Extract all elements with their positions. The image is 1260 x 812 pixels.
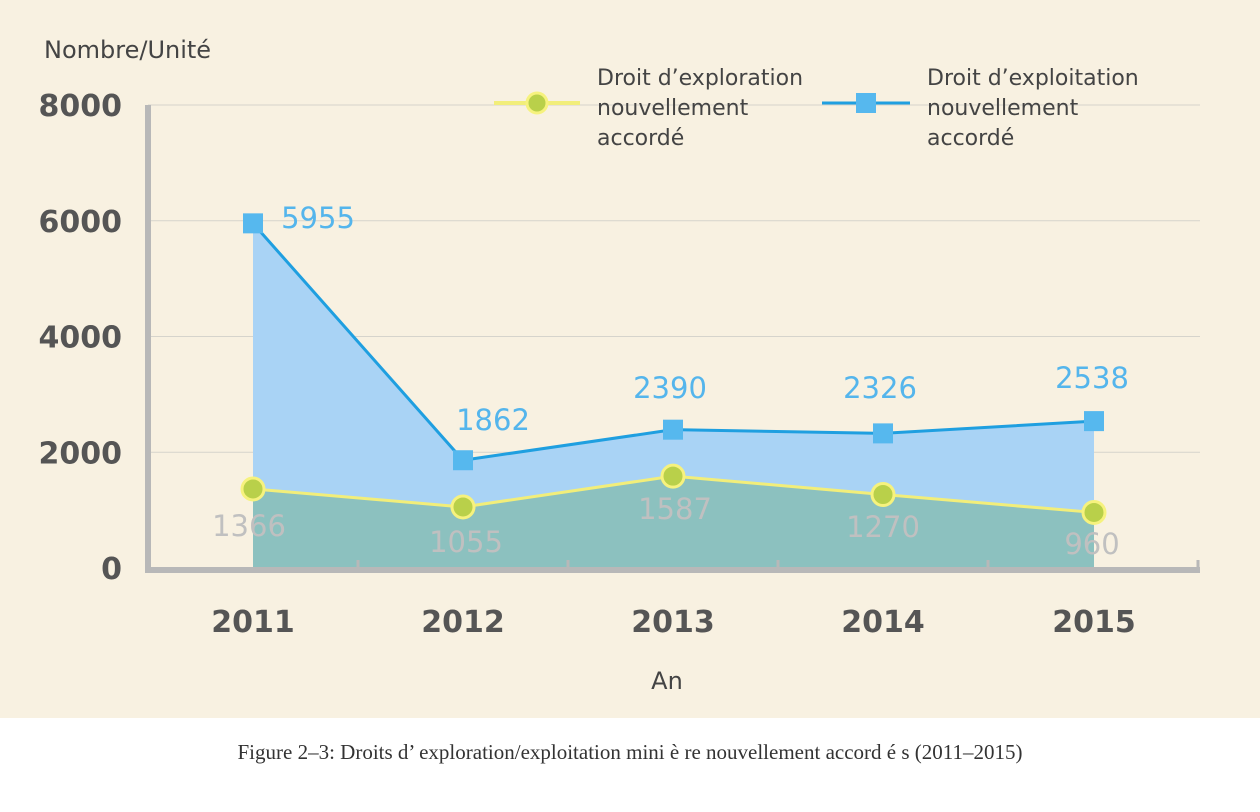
y-axis-title: Nombre/Unité <box>44 36 211 64</box>
x-tick-label-2013: 2013 <box>631 605 715 640</box>
marker-exploitation-2011 <box>243 213 263 234</box>
legend-marker-exploitation <box>856 93 876 113</box>
area-exploitation <box>253 223 1094 568</box>
legend-label-exploration-line-2: accordé <box>597 126 684 151</box>
data-label-exploration-2013: 1587 <box>638 492 712 526</box>
data-label-exploration-2014: 1270 <box>846 510 920 544</box>
data-label-exploitation-2013: 2390 <box>633 371 707 405</box>
legend-label-exploitation-line-0: Droit d’exploitation <box>927 66 1139 91</box>
chart-panel: 0 2000 4000 6000 8000 2011 2012 2013 2014 2015 Nom… <box>0 0 1260 718</box>
x-tick-label-2014: 2014 <box>841 605 925 640</box>
x-axis-title: An <box>651 667 683 695</box>
marker-exploration-2012 <box>450 494 476 520</box>
marker-exploitation-2015 <box>1084 411 1104 432</box>
marker-exploration-2011 <box>240 476 266 502</box>
figure-caption: Figure 2–3: Droits d’ exploration/exploi… <box>237 740 1023 764</box>
data-label-exploration-2015: 960 <box>1064 527 1119 561</box>
data-label-exploitation-2012: 1862 <box>456 403 530 437</box>
x-tick-label-2012: 2012 <box>421 605 505 640</box>
chart-area: 0 2000 4000 6000 8000 2011 2012 2013 2014 2015 Nom… <box>39 36 1200 695</box>
data-label-exploration-2012: 1055 <box>429 525 503 559</box>
legend-label-exploitation-line-1: nouvellement <box>927 96 1079 121</box>
marker-exploration-2015 <box>1081 499 1107 525</box>
data-label-exploitation-2015: 2538 <box>1055 361 1129 395</box>
y-tick-label-6000: 6000 <box>39 205 123 240</box>
legend-label-exploration-line-0: Droit d’exploration <box>597 66 803 91</box>
legend-marker-exploration <box>525 91 549 115</box>
marker-exploitation-2012 <box>453 450 473 471</box>
data-label-exploration-2011: 1366 <box>212 509 286 543</box>
y-tick-label-0: 0 <box>101 552 122 587</box>
marker-exploitation-2013 <box>663 419 683 440</box>
y-tick-label-8000: 8000 <box>39 89 123 124</box>
marker-exploration-2014 <box>870 481 896 507</box>
x-tick-label-2011: 2011 <box>211 605 295 640</box>
legend-label-exploitation-line-2: accordé <box>927 126 1014 151</box>
marker-exploitation-2014 <box>873 423 893 444</box>
legend-label-exploration-line-1: nouvellement <box>597 96 749 121</box>
y-tick-label-2000: 2000 <box>39 436 123 471</box>
y-tick-label-4000: 4000 <box>39 321 123 356</box>
marker-exploration-2013 <box>660 463 686 489</box>
x-tick-label-2015: 2015 <box>1052 605 1136 640</box>
data-label-exploitation-2011: 5955 <box>281 201 355 235</box>
data-label-exploitation-2014: 2326 <box>843 371 917 405</box>
